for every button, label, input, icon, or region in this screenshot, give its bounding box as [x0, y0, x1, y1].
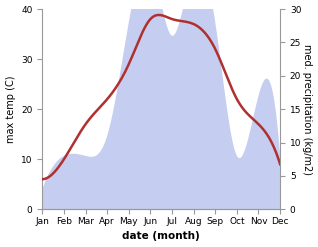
Y-axis label: med. precipitation (kg/m2): med. precipitation (kg/m2)	[302, 44, 313, 175]
X-axis label: date (month): date (month)	[122, 231, 200, 242]
Y-axis label: max temp (C): max temp (C)	[5, 75, 16, 143]
